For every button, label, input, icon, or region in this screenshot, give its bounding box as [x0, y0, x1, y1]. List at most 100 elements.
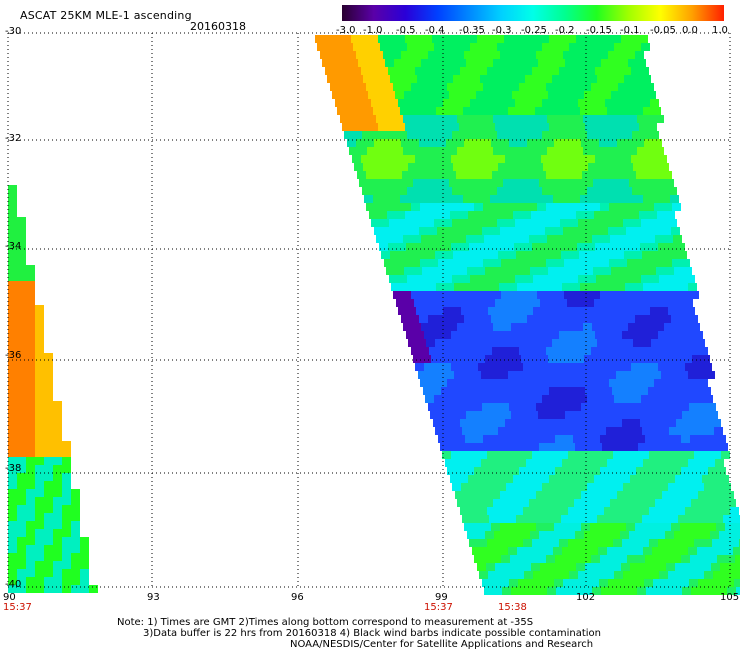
swath-cell — [542, 219, 551, 227]
swath-cell — [551, 99, 560, 107]
swath-cell — [579, 251, 588, 259]
swath-cell — [326, 43, 335, 51]
colorbar-label: -1.0 — [363, 25, 383, 36]
swath-cell — [487, 419, 496, 427]
swath-cell — [624, 515, 633, 523]
swath-cell — [416, 187, 425, 195]
swath-cell — [62, 513, 71, 521]
swath-cell — [364, 195, 373, 203]
swath-cell — [521, 355, 530, 363]
swath-cell — [392, 51, 401, 59]
swath-cell — [420, 83, 429, 91]
swath-cell — [546, 203, 555, 211]
swath-cell — [374, 51, 383, 59]
swath-cell — [460, 507, 469, 515]
swath-cell — [455, 491, 464, 499]
swath-cell — [660, 339, 669, 347]
swath-cell — [528, 435, 537, 443]
swath-cell — [530, 179, 539, 187]
swath-cell — [71, 569, 80, 577]
swath-cell — [667, 331, 676, 339]
swath-cell — [464, 51, 473, 59]
swath-cell — [654, 291, 663, 299]
swath-cell — [8, 465, 17, 473]
swath-cell — [389, 99, 398, 107]
swath-cell — [517, 459, 526, 467]
swath-cell — [632, 395, 641, 403]
swath-cell — [554, 403, 563, 411]
swath-cell — [26, 577, 35, 585]
swath-cell — [694, 507, 703, 515]
swath-cell — [551, 187, 560, 195]
swath-cell — [585, 123, 594, 131]
swath-cell — [532, 539, 541, 547]
swath-cell — [484, 147, 493, 155]
swath-cell — [506, 187, 515, 195]
swath-cell — [469, 243, 478, 251]
swath-cell — [558, 299, 567, 307]
swath-cell — [35, 345, 44, 353]
swath-cell — [729, 563, 738, 571]
swath-cell — [640, 419, 649, 427]
swath-cell — [533, 99, 542, 107]
swath-cell — [441, 211, 450, 219]
swath-cell — [511, 115, 520, 123]
swath-cell — [26, 497, 35, 505]
swath-cell — [8, 457, 17, 465]
swath-cell — [535, 459, 544, 467]
swath-cell — [617, 227, 626, 235]
note-line-1: Note: 1) Times are GMT 2)Times along bot… — [117, 617, 534, 628]
swath-cell — [26, 369, 35, 377]
swath-cell — [483, 259, 492, 267]
swath-cell — [617, 315, 626, 323]
swath-cell — [519, 555, 528, 563]
swath-cell — [631, 155, 640, 163]
swath-cell — [607, 107, 616, 115]
swath-cell — [432, 387, 441, 395]
swath-cell — [451, 451, 460, 459]
swath-cell — [505, 67, 514, 75]
swath-cell — [636, 347, 645, 355]
swath-cell — [504, 475, 513, 483]
swath-cell — [574, 115, 583, 123]
swath-cell — [567, 35, 576, 43]
swath-cell — [640, 67, 649, 75]
swath-cell — [564, 379, 573, 387]
swath-cell — [454, 195, 463, 203]
swath-cell — [489, 251, 498, 259]
swath-cell — [467, 179, 476, 187]
swath-cell — [646, 115, 655, 123]
swath-cell — [35, 369, 44, 377]
swath-cell — [604, 419, 613, 427]
swath-cell — [713, 571, 722, 579]
swath-cell — [573, 203, 582, 211]
swath-cell — [502, 587, 511, 595]
swath-cell — [688, 283, 697, 291]
swath-cell — [586, 363, 595, 371]
swath-cell — [324, 35, 333, 43]
swath-cell — [378, 35, 387, 43]
swath-cell — [401, 227, 410, 235]
swath-cell — [646, 411, 655, 419]
swath-cell — [610, 411, 619, 419]
colorbar-label: -3.0 — [336, 25, 356, 36]
swath-cell — [541, 539, 550, 547]
swath-cell — [506, 219, 515, 227]
swath-cell — [490, 547, 499, 555]
swath-cell — [613, 419, 622, 427]
swath-cell — [631, 507, 640, 515]
swath-cell — [347, 51, 356, 59]
swath-cell — [481, 283, 490, 291]
swath-cell — [430, 411, 439, 419]
swath-cell — [502, 499, 511, 507]
swath-cell — [643, 459, 652, 467]
swath-cell — [582, 259, 591, 267]
swath-cell — [682, 587, 691, 595]
swath-cell — [470, 275, 479, 283]
swath-cell — [482, 227, 491, 235]
swath-cell — [665, 531, 674, 539]
swath-cell — [489, 427, 498, 435]
swath-cell — [433, 331, 442, 339]
swath-cell — [630, 387, 639, 395]
